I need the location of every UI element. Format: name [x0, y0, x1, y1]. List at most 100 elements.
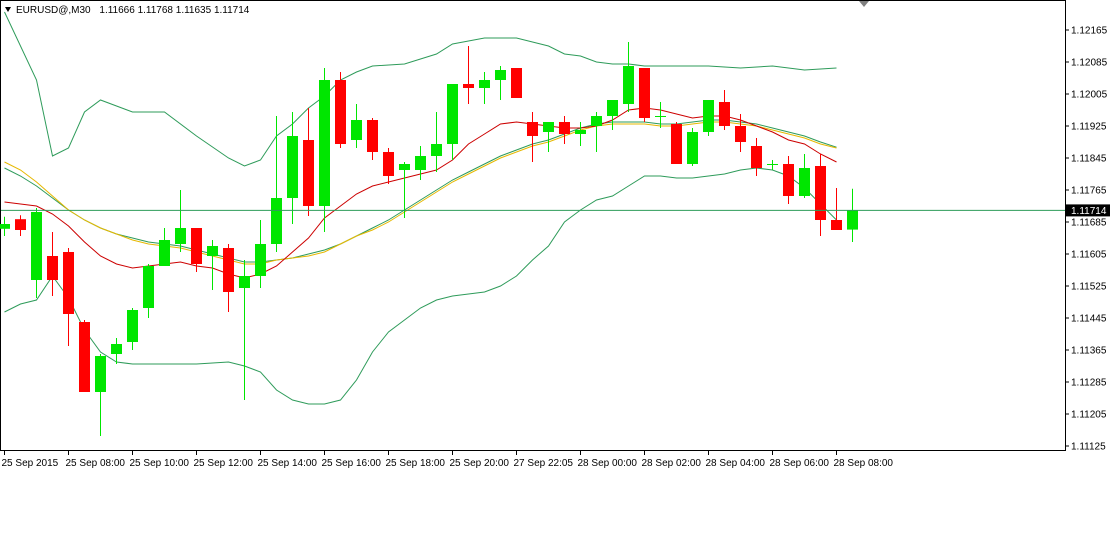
candle-body	[719, 102, 730, 126]
candle	[15, 215, 26, 236]
candle	[271, 116, 282, 252]
candle-body	[31, 212, 42, 280]
candle	[127, 308, 138, 350]
candle-body	[287, 136, 298, 198]
candle	[639, 68, 650, 122]
y-tick-label: 1.11365	[1071, 346, 1107, 357]
candle	[495, 66, 506, 100]
candle	[191, 228, 202, 272]
candle-body	[399, 164, 410, 170]
candle-body	[703, 100, 714, 132]
candle-body	[783, 164, 794, 196]
bollinger-bands	[4, 11, 837, 405]
candle	[527, 112, 538, 162]
current-price-tag: 1.11714	[1066, 204, 1110, 217]
candle	[223, 244, 234, 312]
x-tick-label: 28 Sep 00:00	[578, 458, 638, 469]
candle	[175, 190, 186, 252]
candle-body	[495, 70, 506, 80]
candle-body	[847, 210, 858, 230]
price-axis: 1.12165 1.12085 1.12005 1.11925 1.11845 1.117…	[1065, 26, 1108, 453]
y-tick-label: 1.12165	[1071, 26, 1108, 37]
candle	[479, 72, 490, 104]
candle	[47, 232, 58, 296]
candle-body	[111, 344, 122, 354]
current-price-line: 1.11714	[1, 204, 1110, 217]
candle-body	[159, 240, 170, 266]
candle	[447, 84, 458, 160]
candle	[143, 264, 154, 318]
candle-body	[559, 122, 570, 134]
candle-body	[191, 228, 202, 264]
candle	[383, 148, 394, 184]
y-tick-label: 1.11605	[1071, 250, 1107, 261]
candle-body	[367, 120, 378, 152]
candle-body	[415, 156, 426, 170]
candle	[463, 46, 474, 104]
y-tick-label: 1.11205	[1071, 410, 1107, 421]
candle-body	[511, 68, 522, 98]
x-tick-label: 25 Sep 2015	[2, 458, 59, 469]
candle	[735, 114, 746, 152]
x-tick-label: 25 Sep 14:00	[258, 458, 318, 469]
candle-body	[319, 80, 330, 206]
candle-body	[591, 116, 602, 126]
candle-body	[831, 220, 842, 230]
candle	[0, 216, 10, 236]
y-tick-label: 1.11925	[1071, 122, 1107, 133]
candle-body	[223, 248, 234, 292]
candle	[351, 104, 362, 148]
y-tick-label: 1.11525	[1071, 282, 1107, 293]
x-tick-label: 28 Sep 02:00	[642, 458, 702, 469]
candle-body	[0, 224, 10, 229]
y-tick-label: 1.11765	[1071, 186, 1107, 197]
candle-body	[527, 122, 538, 136]
candle	[559, 116, 570, 144]
candle-body	[687, 132, 698, 164]
candle	[623, 42, 634, 112]
x-tick-label: 28 Sep 08:00	[834, 458, 894, 469]
candle-body	[607, 100, 618, 116]
symbol-menu-arrow-icon[interactable]	[5, 7, 11, 12]
candle	[95, 354, 106, 436]
candle	[335, 72, 346, 148]
x-tick-label: 25 Sep 20:00	[450, 458, 510, 469]
bollinger-lower-line	[4, 167, 837, 405]
x-tick-label: 25 Sep 08:00	[66, 458, 126, 469]
candle-body	[79, 322, 90, 392]
price-tag-label: 1.11714	[1071, 206, 1107, 217]
x-tick-label: 28 Sep 04:00	[706, 458, 766, 469]
candle-body	[383, 152, 394, 176]
candle	[831, 188, 842, 230]
x-tick-label: 25 Sep 10:00	[130, 458, 190, 469]
x-tick-label: 27 Sep 22:05	[514, 458, 574, 469]
candle	[607, 100, 618, 130]
candle-body	[335, 80, 346, 144]
candle	[399, 162, 410, 218]
candle-body	[127, 310, 138, 342]
candle	[847, 188, 858, 242]
shift-marker-icon[interactable]	[859, 1, 869, 7]
candle-body	[463, 84, 474, 88]
candle-body	[63, 252, 74, 314]
bollinger-upper-line	[4, 11, 837, 167]
candle-body	[95, 356, 106, 392]
x-tick-label: 25 Sep 18:00	[386, 458, 446, 469]
candle	[751, 138, 762, 176]
candle	[287, 112, 298, 224]
y-tick-label: 1.12005	[1071, 90, 1108, 101]
candle-body	[47, 256, 58, 280]
candle	[591, 112, 602, 152]
candle-body	[175, 228, 186, 244]
candle-body	[207, 246, 218, 256]
candle	[303, 108, 314, 216]
candle	[543, 122, 554, 152]
candle	[767, 160, 778, 170]
candle-body	[447, 84, 458, 144]
candle	[79, 320, 90, 392]
y-tick-label: 1.11285	[1071, 378, 1107, 389]
candle-body	[623, 66, 634, 104]
candle	[671, 122, 682, 164]
